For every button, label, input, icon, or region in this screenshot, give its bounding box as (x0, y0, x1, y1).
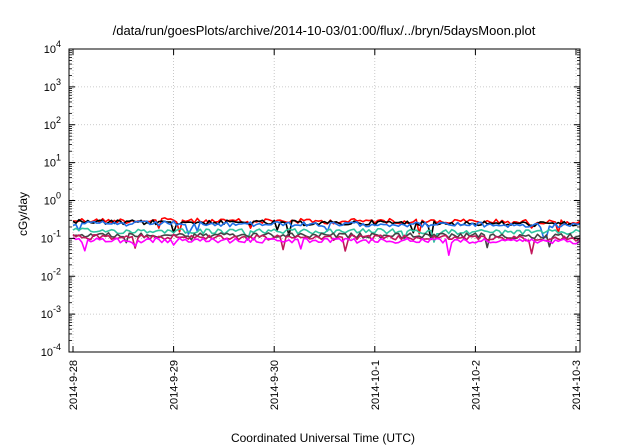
x-axis-label: Coordinated Universal Time (UTC) (231, 431, 415, 445)
x-tick-label: 2014-10-2 (470, 360, 482, 410)
x-tick-label: 2014-9-28 (68, 360, 80, 410)
y-tick-label: 104 (44, 39, 61, 56)
x-tick-label: 2014-9-30 (269, 360, 281, 410)
series-line (72, 233, 581, 255)
grid-lines (69, 48, 580, 353)
series-layer (72, 217, 581, 256)
y-tick-label: 102 (44, 115, 61, 132)
chart-title: /data/run/goesPlots/archive/2014-10-03/0… (113, 23, 536, 38)
x-ticks: 2014-9-28 2014-9-29 2014-9-30 2014-10-1 2014… (68, 49, 583, 410)
series-line (72, 237, 581, 256)
y-tick-label: 10-1 (41, 228, 61, 245)
y-axis-label: cGy/day (16, 192, 30, 236)
x-tick-label: 2014-9-29 (169, 360, 181, 410)
y-tick-label: 10-4 (41, 342, 61, 359)
y-tick-label: 101 (44, 153, 61, 170)
y-ticks: 10-4 10-3 10-2 10-1 100 101 102 103 104 (41, 39, 580, 359)
y-tick-label: 10-3 (41, 304, 61, 321)
series-line (72, 227, 581, 243)
y-tick-label: 100 (44, 191, 61, 208)
series-line (72, 220, 581, 239)
y-tick-label: 10-2 (41, 266, 61, 283)
x-tick-label: 2014-10-3 (571, 360, 583, 410)
x-tick-label: 2014-10-1 (370, 360, 382, 410)
y-tick-label: 103 (44, 77, 61, 94)
